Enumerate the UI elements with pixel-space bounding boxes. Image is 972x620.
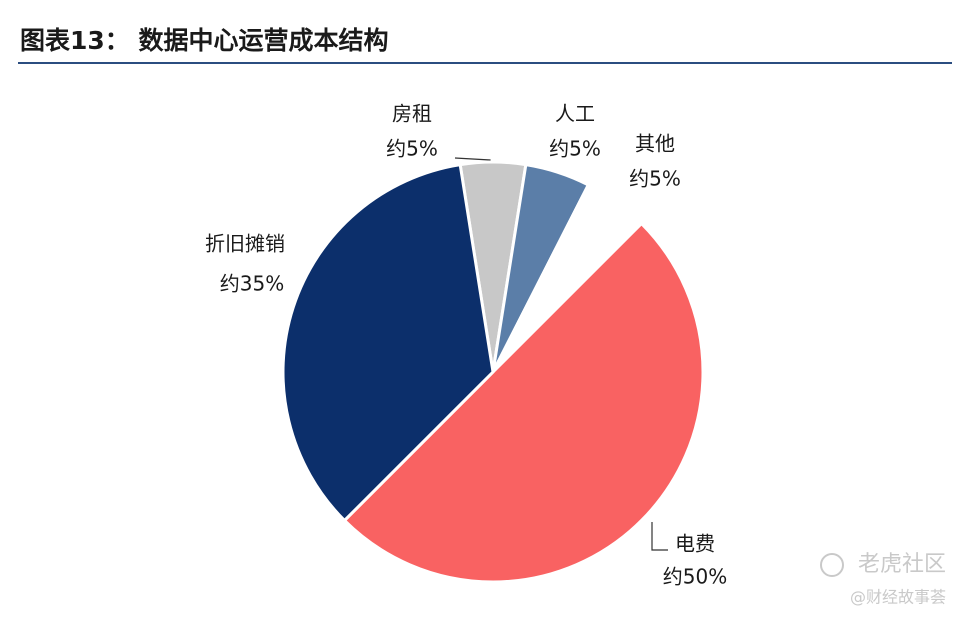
slice-value-label: 约35% (220, 272, 284, 296)
slice-label: 房租 (392, 102, 432, 126)
slice-label: 折旧摊销 (205, 232, 285, 256)
pie-slice (342, 221, 705, 584)
slice-value-label: 约5% (386, 137, 438, 161)
chart-title: 图表13： 数据中心运营成本结构 (20, 26, 389, 55)
slice-label: 其他 (635, 132, 675, 156)
slice-value-label: 约50% (663, 565, 727, 589)
slice-label: 人工 (555, 102, 595, 126)
slice-label: 电费 (675, 532, 715, 556)
watermark: 老虎社区 (858, 552, 946, 577)
watermark-source: @财经故事荟 (850, 588, 946, 607)
watermark-icon (820, 553, 844, 577)
slice-value-label: 约5% (549, 137, 601, 161)
pie-slice (281, 162, 495, 523)
slice-value-label: 约5% (629, 167, 681, 191)
leader-line (651, 522, 668, 551)
